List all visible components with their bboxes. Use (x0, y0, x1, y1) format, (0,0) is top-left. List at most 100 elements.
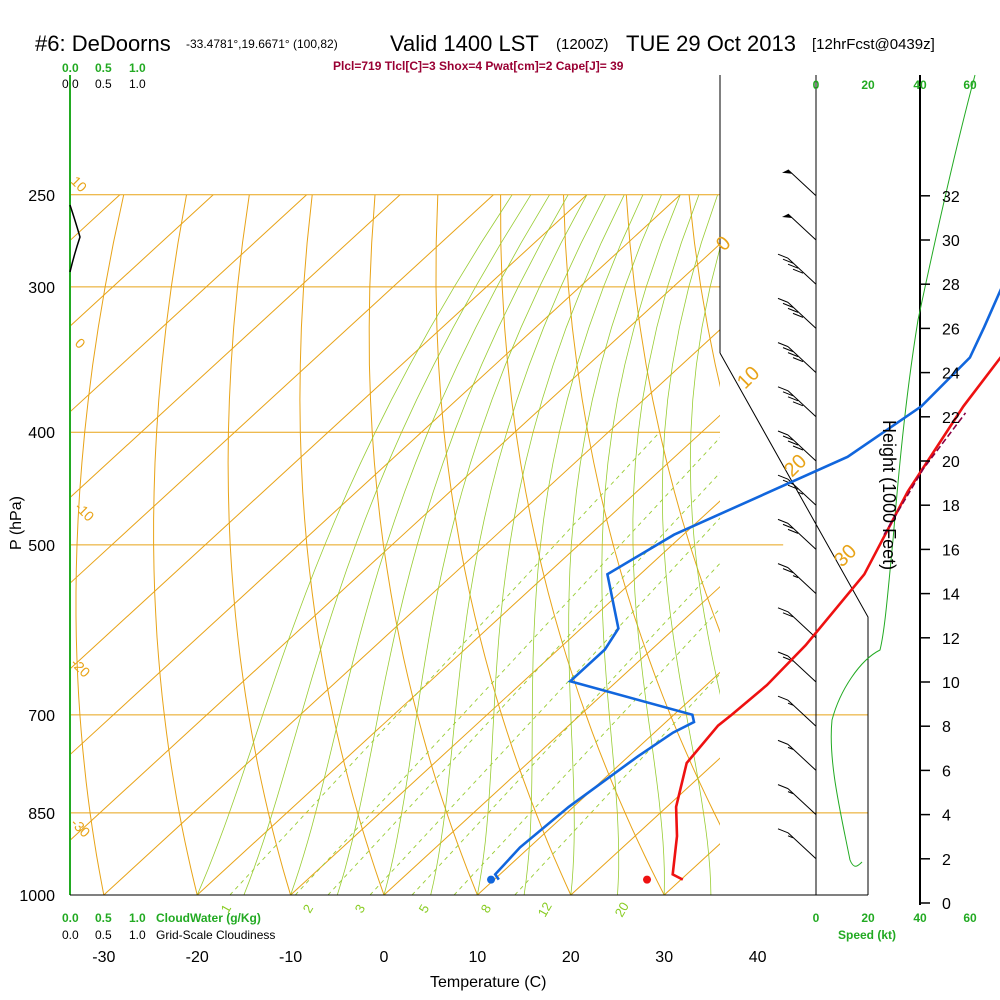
wind-barb-staff (787, 346, 817, 373)
moist-adiabat-line (430, 194, 606, 895)
wind-barb-feather (777, 563, 789, 569)
mixing-ratio-label-2: 2 (300, 902, 317, 916)
mixing-ratio-label-5: 5 (416, 902, 433, 916)
isotherm-line (70, 194, 401, 499)
mixing-ratio-label-3: 3 (352, 902, 369, 916)
height-tick-label: 10 (942, 675, 960, 692)
mixing-ratio-line (369, 517, 720, 895)
cloudiness-bottom-0: 0.0 (62, 928, 79, 942)
cloud-water-bottom-0: 0.0 (62, 911, 79, 925)
moist-adiabat-line (243, 194, 532, 895)
forecast-info: [12hrFcst@0439z] (812, 36, 935, 53)
wind-barb-feather (792, 445, 804, 451)
height-tick-label: 6 (942, 763, 951, 780)
surface-temperature-marker (643, 875, 652, 884)
height-tick-label: 18 (942, 498, 960, 515)
wind-barb-staff (787, 567, 817, 594)
wind-barb-staff (787, 302, 817, 329)
moist-adiabat-line (568, 194, 662, 895)
speed-top-60: 60 (963, 78, 977, 92)
speed-bottom-20: 20 (861, 911, 875, 925)
moist-adiabat-line (336, 194, 569, 895)
speed-top-40: 40 (913, 78, 927, 92)
mixing-ratio-line (411, 562, 720, 895)
moist-adiabat-line (196, 194, 513, 895)
plot-frame (69, 75, 921, 905)
temperature-tick-label: 0 (380, 949, 389, 966)
sounding-series (487, 288, 1000, 884)
wind-barb-staff (787, 699, 817, 727)
zulu-time: (1200Z) (556, 36, 609, 53)
wind-barb-feather (777, 607, 789, 613)
wind-barb-feather (777, 253, 789, 259)
wind-barb-staff (787, 213, 817, 241)
height-tick-label: 16 (942, 542, 960, 559)
wind-barb-staff (787, 390, 817, 418)
wind-barb-feather (777, 297, 789, 303)
temperature-tick-label: -10 (279, 949, 302, 966)
moist-adiabat-line (290, 194, 550, 895)
speed-axis-top: 0 20 40 60 (813, 78, 977, 92)
pressure-tick-label: 1000 (19, 888, 55, 905)
wind-barb-feather (792, 268, 804, 274)
wind-barb-feather (777, 474, 789, 480)
wind-barb-staff (787, 257, 817, 285)
dry-adiabat-label-30: 30 (830, 540, 861, 571)
dry-adiabat-label-10: 10 (733, 362, 764, 393)
cloud-scale-top: 0.0 0.5 1.0 0.0 0.5 1.0 (62, 61, 146, 91)
wind-barb-staff (787, 611, 817, 639)
pressure-tick-label: 500 (28, 538, 55, 555)
isotherm-line (70, 194, 214, 327)
surface-dewpoint-marker (487, 875, 496, 884)
wind-barb-half-feather (797, 491, 804, 495)
height-tick-label: 30 (942, 233, 960, 250)
mixing-ratio-label-12: 12 (535, 899, 555, 919)
moist-adiabat-line (632, 194, 700, 895)
cloud-water-bottom-2: 1.0 (129, 911, 146, 925)
wind-barb-feather (777, 342, 789, 348)
sounding-indices: Plcl=719 Tlcl[C]=3 Shox=4 Pwat[cm]=2 Cap… (333, 59, 624, 73)
mixing-ratio-label-8: 8 (478, 902, 495, 916)
height-tick-label: 22 (942, 410, 960, 427)
isotherm-line (851, 195, 1000, 895)
pressure-grid (70, 194, 868, 896)
cloud-water-scale-1: 0.5 (95, 61, 112, 75)
moist-adiabat-line (523, 194, 644, 895)
wind-barb-pennant (782, 214, 792, 218)
x-axis-title: Temperature (C) (430, 974, 546, 991)
wind-barb-staff (787, 744, 817, 771)
cloud-scale-bottom: 0.0 0.5 1.0 CloudWater (g/Kg) 0.0 0.5 1.… (62, 911, 275, 942)
moist-adiabat-line (661, 194, 718, 895)
wind-barb-feather (782, 568, 794, 574)
wind-barb-feather (792, 357, 804, 363)
wind-barb-feather (782, 347, 794, 353)
isotherm-line (70, 194, 307, 413)
height-tick-label: 26 (942, 321, 960, 338)
cloud-water-scale-0: 0.0 (62, 61, 79, 75)
mixing-ratio-line (453, 607, 720, 895)
dry-adiabat-label-0: 0 (712, 232, 735, 255)
wind-barb-half-feather (787, 791, 794, 795)
wind-barb-half-feather (787, 746, 794, 750)
dry-adiabat-line (500, 194, 665, 895)
cloud-water-scale-2: 1.0 (129, 61, 146, 75)
wind-barb-feather (782, 258, 794, 264)
cloudiness-bottom-2: 1.0 (129, 928, 146, 942)
wind-barb-feather (787, 528, 799, 534)
height-tick-label: 14 (942, 587, 960, 604)
cloudiness-label: Grid-Scale Cloudiness (156, 928, 275, 942)
moist-adiabat-line (477, 194, 625, 895)
wind-barb-staff (787, 788, 817, 815)
wind-barb-staff (787, 478, 817, 506)
dewpoint-line (493, 288, 1000, 881)
isotherm-label-minus20: -20 (68, 655, 94, 681)
isotherm-line (477, 671, 720, 895)
isotherm-label-minus30: -30 (68, 815, 94, 841)
pressure-tick-label: 700 (28, 708, 55, 725)
wind-barb-half-feather (787, 702, 794, 706)
wind-barb-feather (782, 302, 794, 308)
pressure-tick-label: 400 (28, 425, 55, 442)
height-tick-label: 20 (942, 454, 960, 471)
